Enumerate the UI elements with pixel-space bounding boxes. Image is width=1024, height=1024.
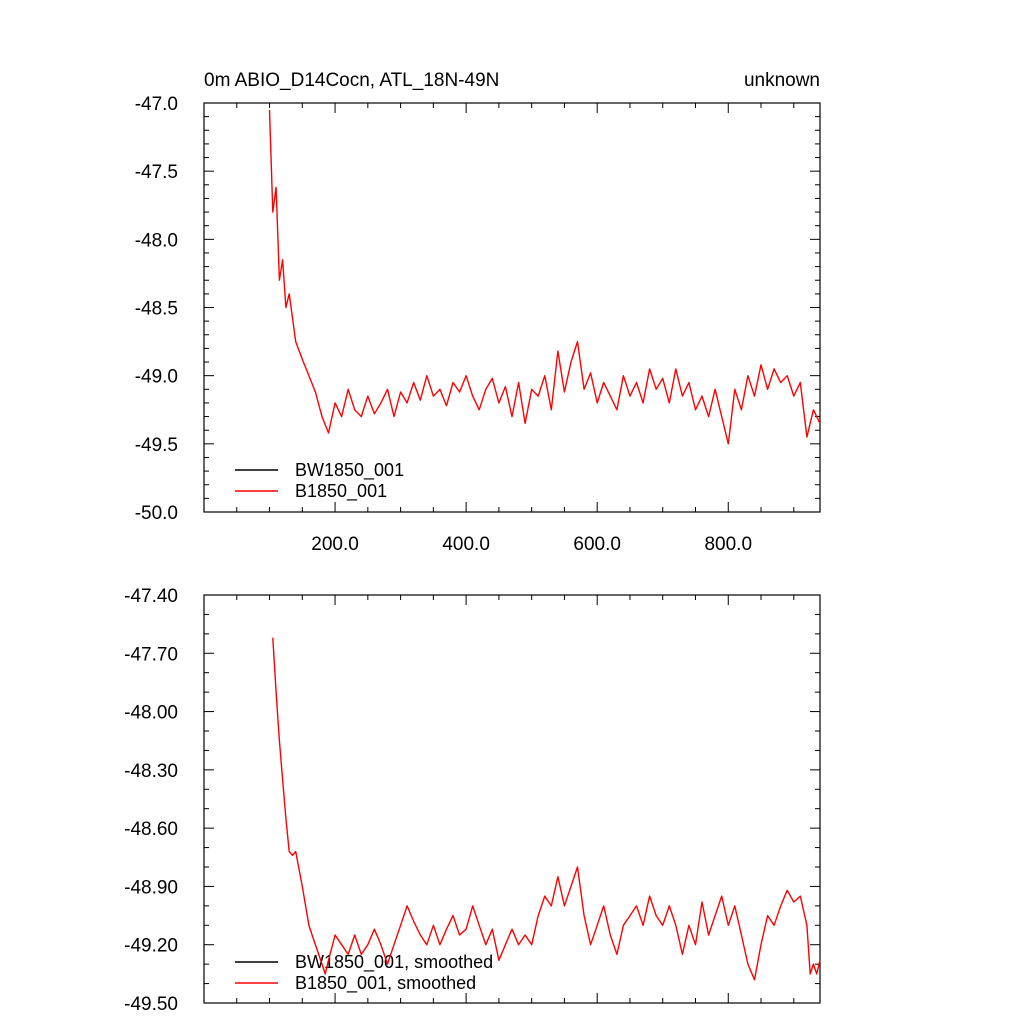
y-tick-label: -47.40 — [124, 586, 178, 607]
plot-frame — [203, 594, 821, 1004]
series-line-1 — [272, 637, 821, 981]
chart-title: 0m ABIO_D14Cocn, ATL_18N-49N — [204, 70, 499, 91]
y-tick-label: -49.50 — [124, 994, 178, 1015]
legend-label: BW1850_001, smoothed — [295, 952, 493, 973]
y-tick-label: -47.0 — [135, 94, 178, 115]
y-tick-label: -48.5 — [135, 299, 178, 320]
y-tick-label: -50.0 — [135, 503, 178, 524]
chart-subtitle-right: unknown — [744, 70, 820, 91]
y-tick-label: -48.90 — [124, 877, 178, 898]
y-tick-label: -47.70 — [124, 644, 178, 665]
plot-frame — [203, 102, 821, 513]
y-tick-label: -48.30 — [124, 761, 178, 782]
y-tick-label: -49.5 — [135, 435, 178, 456]
x-tick-label: 200.0 — [311, 534, 359, 555]
x-tick-label: 600.0 — [573, 534, 621, 555]
top-panel-plot: 200.0 400.0 600.0 800.0 -50.0 -49.5 -49.0 -48.5… — [135, 94, 821, 555]
bottom-panel-plot: -49.50 -49.20 -48.90 -48.60 -48.30 -48.00 -47.… — [124, 586, 821, 1015]
y-tick-label: -48.00 — [124, 703, 178, 724]
legend-label: B1850_001 — [295, 481, 387, 502]
y-tick-label: -49.20 — [124, 936, 178, 957]
legend-label: BW1850_001 — [295, 460, 404, 481]
x-tick-label: 800.0 — [704, 534, 752, 555]
y-tick-label: -49.0 — [135, 367, 178, 388]
series-line-1 — [268, 109, 821, 445]
x-tick-label: 400.0 — [442, 534, 490, 555]
y-tick-label: -47.5 — [135, 162, 178, 183]
y-tick-label: -48.0 — [135, 230, 178, 251]
legend-label: B1850_001, smoothed — [295, 973, 476, 994]
y-tick-label: -48.60 — [124, 819, 178, 840]
